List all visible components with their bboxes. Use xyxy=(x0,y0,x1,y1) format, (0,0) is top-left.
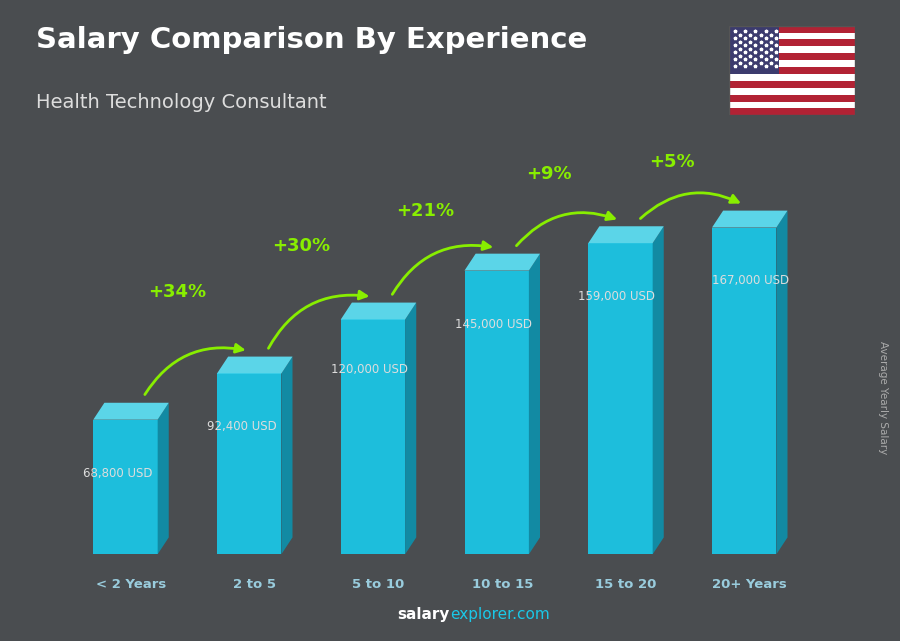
Text: 167,000 USD: 167,000 USD xyxy=(712,274,789,287)
Polygon shape xyxy=(529,254,540,554)
Text: +34%: +34% xyxy=(148,283,206,301)
Text: 15 to 20: 15 to 20 xyxy=(595,578,657,591)
Text: +9%: +9% xyxy=(526,165,572,183)
Polygon shape xyxy=(217,356,292,374)
Text: +5%: +5% xyxy=(650,153,695,172)
Bar xyxy=(729,101,855,108)
Bar xyxy=(729,46,855,53)
Bar xyxy=(729,74,855,81)
Bar xyxy=(729,53,855,60)
Polygon shape xyxy=(777,211,788,554)
Text: +21%: +21% xyxy=(396,203,454,221)
Bar xyxy=(729,33,855,40)
Polygon shape xyxy=(652,226,664,554)
Polygon shape xyxy=(158,403,169,554)
Polygon shape xyxy=(341,319,405,554)
Polygon shape xyxy=(94,403,169,420)
Text: salary: salary xyxy=(398,607,450,622)
Text: Salary Comparison By Experience: Salary Comparison By Experience xyxy=(36,26,587,54)
Text: Health Technology Consultant: Health Technology Consultant xyxy=(36,93,327,112)
Text: 5 to 10: 5 to 10 xyxy=(353,578,405,591)
Bar xyxy=(729,67,855,74)
Polygon shape xyxy=(464,271,529,554)
Text: explorer.com: explorer.com xyxy=(450,607,550,622)
Polygon shape xyxy=(282,356,292,554)
Polygon shape xyxy=(217,374,282,554)
Polygon shape xyxy=(464,254,540,271)
Text: +30%: +30% xyxy=(272,237,330,255)
Text: 92,400 USD: 92,400 USD xyxy=(207,420,277,433)
Text: 68,800 USD: 68,800 USD xyxy=(84,467,153,479)
Bar xyxy=(729,26,779,74)
Bar xyxy=(729,108,855,115)
Bar xyxy=(729,88,855,95)
Bar xyxy=(729,95,855,101)
Bar xyxy=(729,81,855,88)
Polygon shape xyxy=(712,228,777,554)
Text: 2 to 5: 2 to 5 xyxy=(233,578,276,591)
Bar xyxy=(729,40,855,46)
Polygon shape xyxy=(712,211,788,228)
Polygon shape xyxy=(589,243,652,554)
Bar xyxy=(729,60,855,67)
Polygon shape xyxy=(94,420,158,554)
Bar xyxy=(729,26,855,33)
Text: 145,000 USD: 145,000 USD xyxy=(454,317,532,331)
Polygon shape xyxy=(341,303,416,319)
Text: 120,000 USD: 120,000 USD xyxy=(331,363,408,376)
Text: Average Yearly Salary: Average Yearly Salary xyxy=(878,341,887,454)
Text: 10 to 15: 10 to 15 xyxy=(472,578,533,591)
Polygon shape xyxy=(405,303,416,554)
Text: 159,000 USD: 159,000 USD xyxy=(579,290,655,303)
Polygon shape xyxy=(589,226,664,243)
Text: 20+ Years: 20+ Years xyxy=(713,578,788,591)
Text: < 2 Years: < 2 Years xyxy=(96,578,166,591)
